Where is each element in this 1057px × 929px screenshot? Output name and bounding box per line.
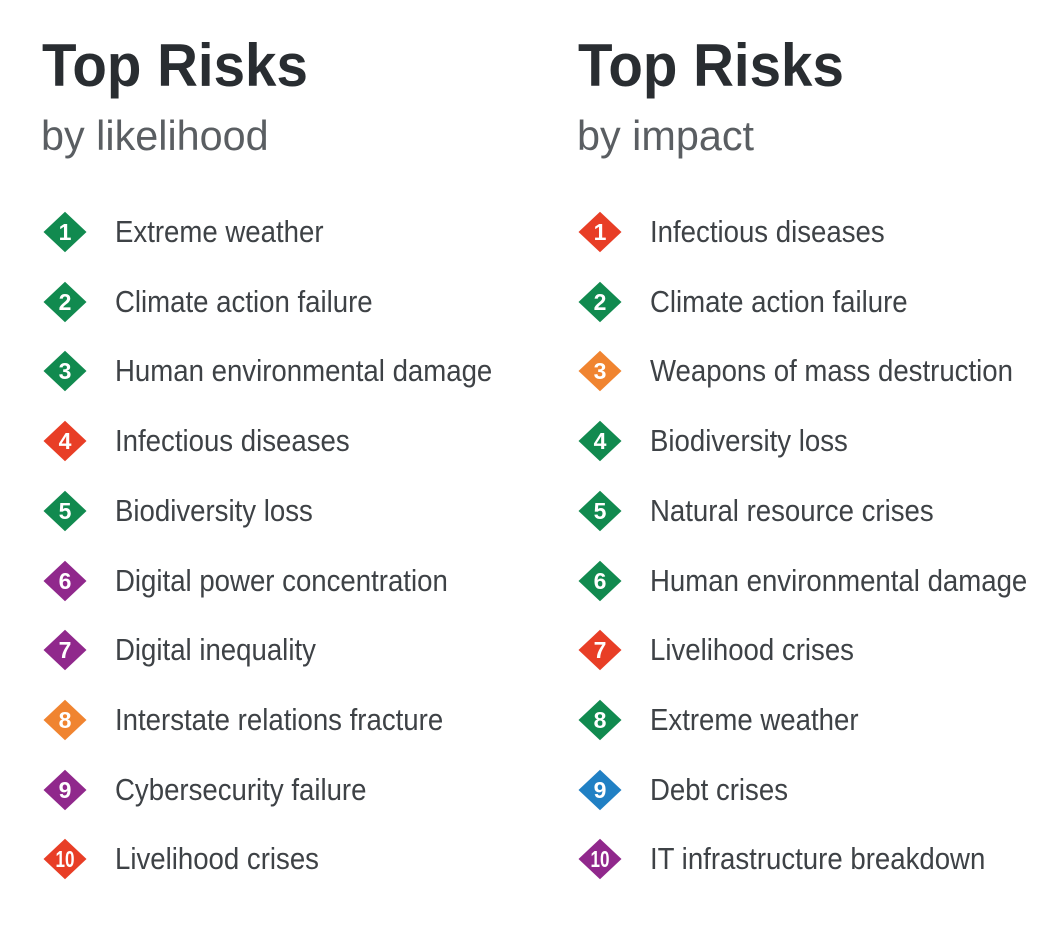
svg-text:6: 6 xyxy=(594,568,607,594)
svg-text:8: 8 xyxy=(59,707,72,733)
svg-text:6: 6 xyxy=(59,568,72,594)
svg-text:10: 10 xyxy=(591,846,610,872)
svg-text:7: 7 xyxy=(59,637,72,663)
svg-text:10: 10 xyxy=(56,846,75,872)
svg-text:3: 3 xyxy=(59,358,72,384)
svg-text:8: 8 xyxy=(594,707,607,733)
svg-text:1: 1 xyxy=(59,219,72,245)
svg-text:9: 9 xyxy=(59,777,72,803)
svg-text:9: 9 xyxy=(594,777,607,803)
svg-text:1: 1 xyxy=(594,219,607,245)
svg-text:2: 2 xyxy=(594,289,607,315)
svg-text:5: 5 xyxy=(59,498,72,524)
svg-text:3: 3 xyxy=(594,358,607,384)
svg-text:4: 4 xyxy=(594,428,607,454)
svg-text:7: 7 xyxy=(594,637,607,663)
svg-text:5: 5 xyxy=(594,498,607,524)
svg-text:4: 4 xyxy=(59,428,72,454)
svg-text:2: 2 xyxy=(59,289,72,315)
